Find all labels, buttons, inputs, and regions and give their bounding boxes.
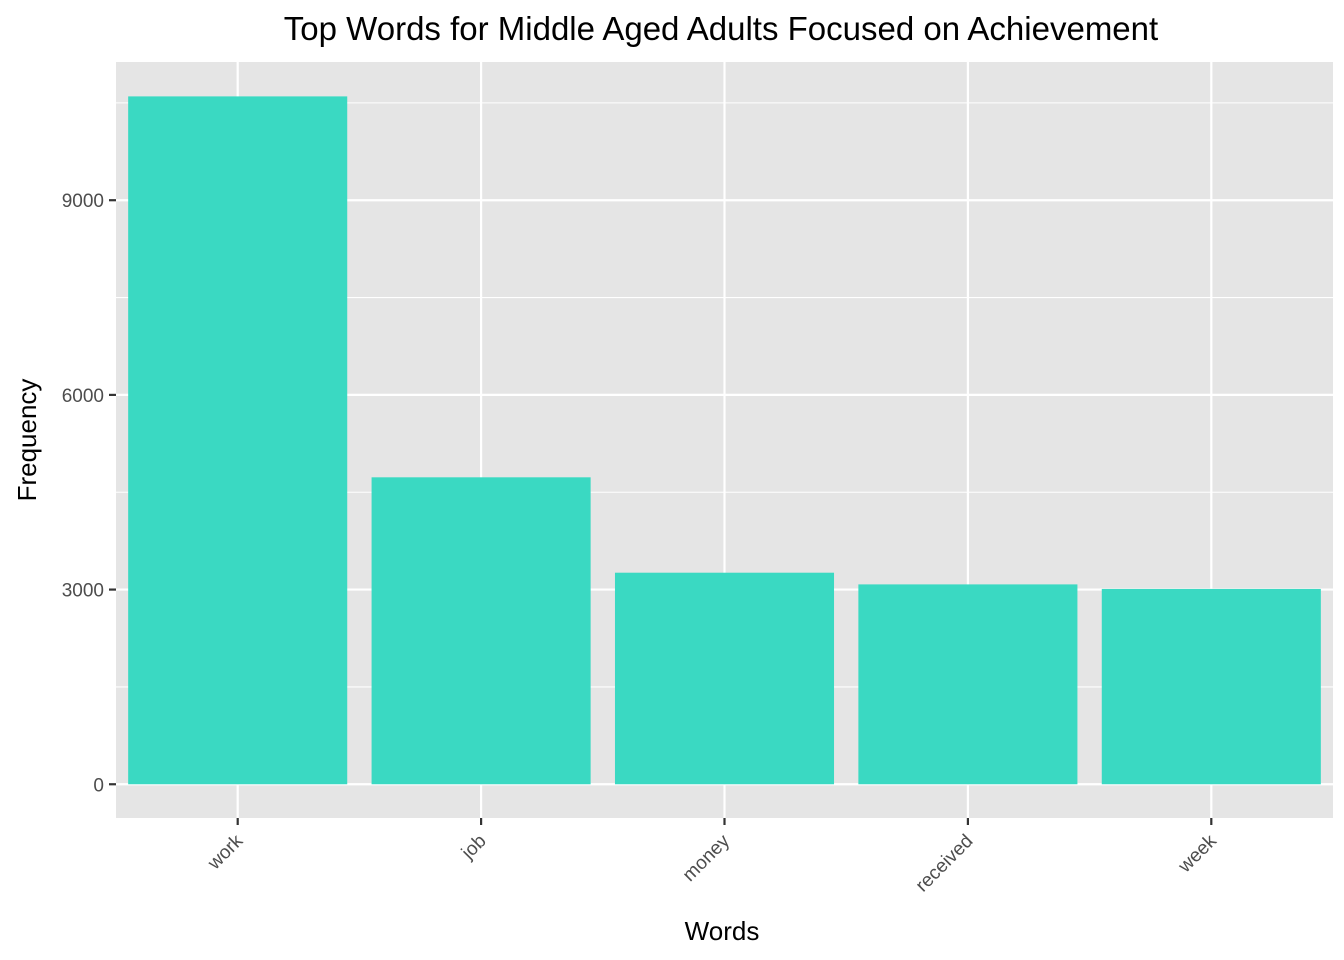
x-tick-label-money: money xyxy=(679,830,735,886)
x-tick-label-job: job xyxy=(457,831,490,864)
bar-week xyxy=(1101,588,1321,785)
x-axis-title: Words xyxy=(685,916,760,946)
y-tick-label: 0 xyxy=(93,775,104,796)
y-axis: 0 3000 6000 9000 xyxy=(62,191,116,796)
y-tick-label: 6000 xyxy=(62,386,104,407)
bars xyxy=(128,96,1321,785)
y-tick-label: 9000 xyxy=(62,191,104,212)
chart-title: Top Words for Middle Aged Adults Focused… xyxy=(284,10,1158,47)
bar-received xyxy=(858,584,1078,785)
bar-work xyxy=(128,96,348,785)
y-tick-label: 3000 xyxy=(62,581,104,602)
x-tick-label-work: work xyxy=(203,830,247,874)
bar-money xyxy=(614,572,835,785)
x-axis: work job money received week xyxy=(203,818,1221,896)
bar-job xyxy=(371,477,591,785)
x-tick-label-received: received xyxy=(912,831,978,897)
x-tick-label-week: week xyxy=(1174,830,1221,877)
y-axis-title: Frequency xyxy=(12,379,42,502)
